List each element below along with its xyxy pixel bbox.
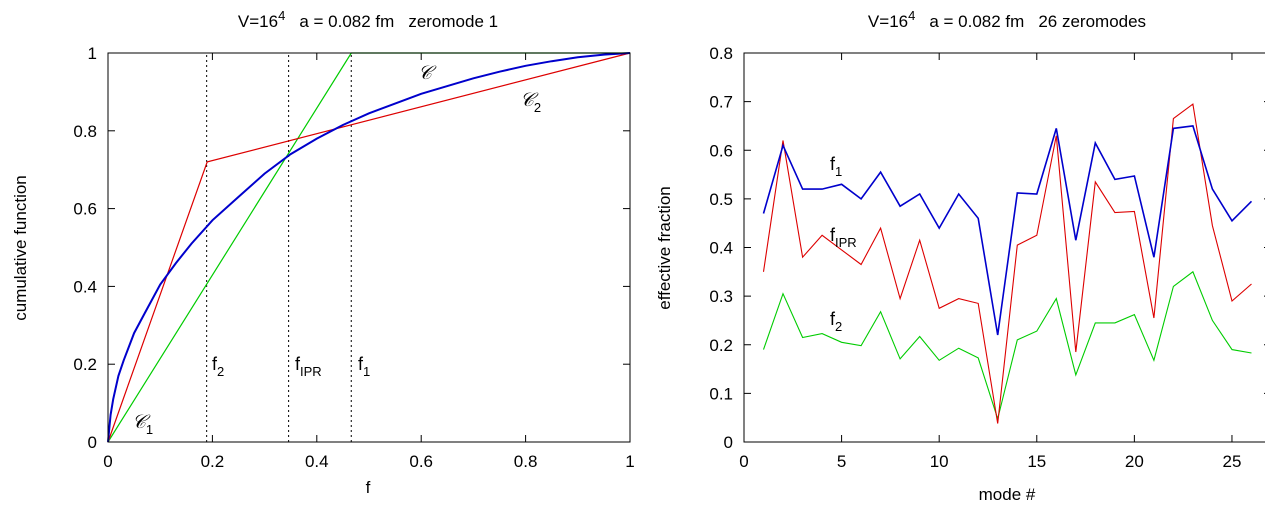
right-x-tick-label: 0 (739, 452, 748, 471)
vline-label-fipr: fIPR (295, 354, 322, 379)
right-y-tick-label: 0.5 (709, 190, 733, 209)
right-y-tick-label: 0.6 (709, 141, 733, 160)
right-y-tick-label: 0.2 (709, 336, 733, 355)
right-y-tick-label: 0.3 (709, 287, 733, 306)
left-x-tick-label: 0.4 (305, 452, 329, 471)
right-x-tick-label: 15 (1027, 452, 1046, 471)
left-y-tick-label: 0.6 (73, 200, 97, 219)
left-y-tick-label: 0 (88, 433, 97, 452)
left-x-tick-label: 0.6 (409, 452, 433, 471)
curve-label-c: 𝒞 (418, 62, 437, 84)
left-y-tick-label: 1 (88, 44, 97, 63)
left-x-tick-label: 0.2 (201, 452, 225, 471)
right-series-line-f2 (762, 270, 1252, 421)
right-x-tick-label: 20 (1125, 452, 1144, 471)
left-x-tick-label: 0 (103, 452, 112, 471)
right-x-tick-label: 5 (837, 452, 846, 471)
right-x-tick-label: 25 (1223, 452, 1242, 471)
series-label-f1: f1 (830, 154, 842, 179)
left-series-line-0 (107, 52, 631, 443)
left-x-tick-labels: 0 0.2 0.4 0.6 0.8 1 (103, 452, 634, 471)
left-y-tick-label: 0.2 (73, 355, 97, 374)
right-series (762, 103, 1253, 424)
curve-label-c2: 𝒞2 (520, 89, 541, 115)
left-x-tick-label: 1 (625, 452, 634, 471)
series-label-fipr: fIPR (830, 225, 857, 250)
right-x-tick-label: 10 (930, 452, 949, 471)
right-chart-title: V=164 a = 0.082 fm 26 zeromodes (868, 8, 1146, 31)
left-chart: V=164 a = 0.082 fm zeromode 1 0 0.2 0.4 0.6 0.… (11, 8, 635, 497)
curve-label-c1: 𝒞1 (132, 411, 153, 437)
left-y-tick-label: 0.8 (73, 122, 97, 141)
left-y-tick-labels: 0 0.2 0.4 0.6 0.8 1 (73, 44, 97, 452)
right-x-axis-label: mode # (979, 485, 1036, 504)
left-chart-title: V=164 a = 0.082 fm zeromode 1 (238, 8, 498, 31)
right-x-tick-labels: 0 5 10 15 20 25 (739, 452, 1241, 471)
vline-label-f1: f1 (358, 354, 370, 379)
right-y-axis-label: effective fraction (655, 186, 674, 309)
right-y-tick-label: 0.8 (709, 44, 733, 63)
right-ticks (743, 52, 1265, 443)
series-label-f2: f2 (830, 309, 842, 334)
right-y-tick-label: 0.7 (709, 93, 733, 112)
left-x-tick-label: 0.8 (514, 452, 538, 471)
right-y-tick-label: 0.1 (709, 384, 733, 403)
left-ticks (107, 52, 631, 443)
left-y-tick-label: 0.4 (73, 277, 97, 296)
left-series-line-1 (107, 52, 631, 443)
left-series-line-2 (107, 52, 630, 443)
right-y-tick-label: 0 (724, 433, 733, 452)
right-y-tick-labels: 0 0.1 0.2 0.3 0.4 0.5 0.6 0.7 0.8 (709, 44, 733, 452)
left-y-axis-label: cumulative function (11, 175, 30, 321)
right-plot-frame (743, 52, 1265, 443)
left-plot-frame (107, 52, 631, 443)
right-y-tick-label: 0.4 (709, 239, 733, 258)
vline-label-f2: f2 (212, 354, 224, 379)
left-series (107, 52, 631, 443)
right-series-line-f1 (762, 125, 1253, 336)
left-vertical-markers (206, 53, 352, 442)
left-x-axis-label: f (366, 478, 371, 497)
right-chart: V=164 a = 0.082 fm 26 zeromodes 0 5 10 15 20 25… (655, 8, 1265, 504)
